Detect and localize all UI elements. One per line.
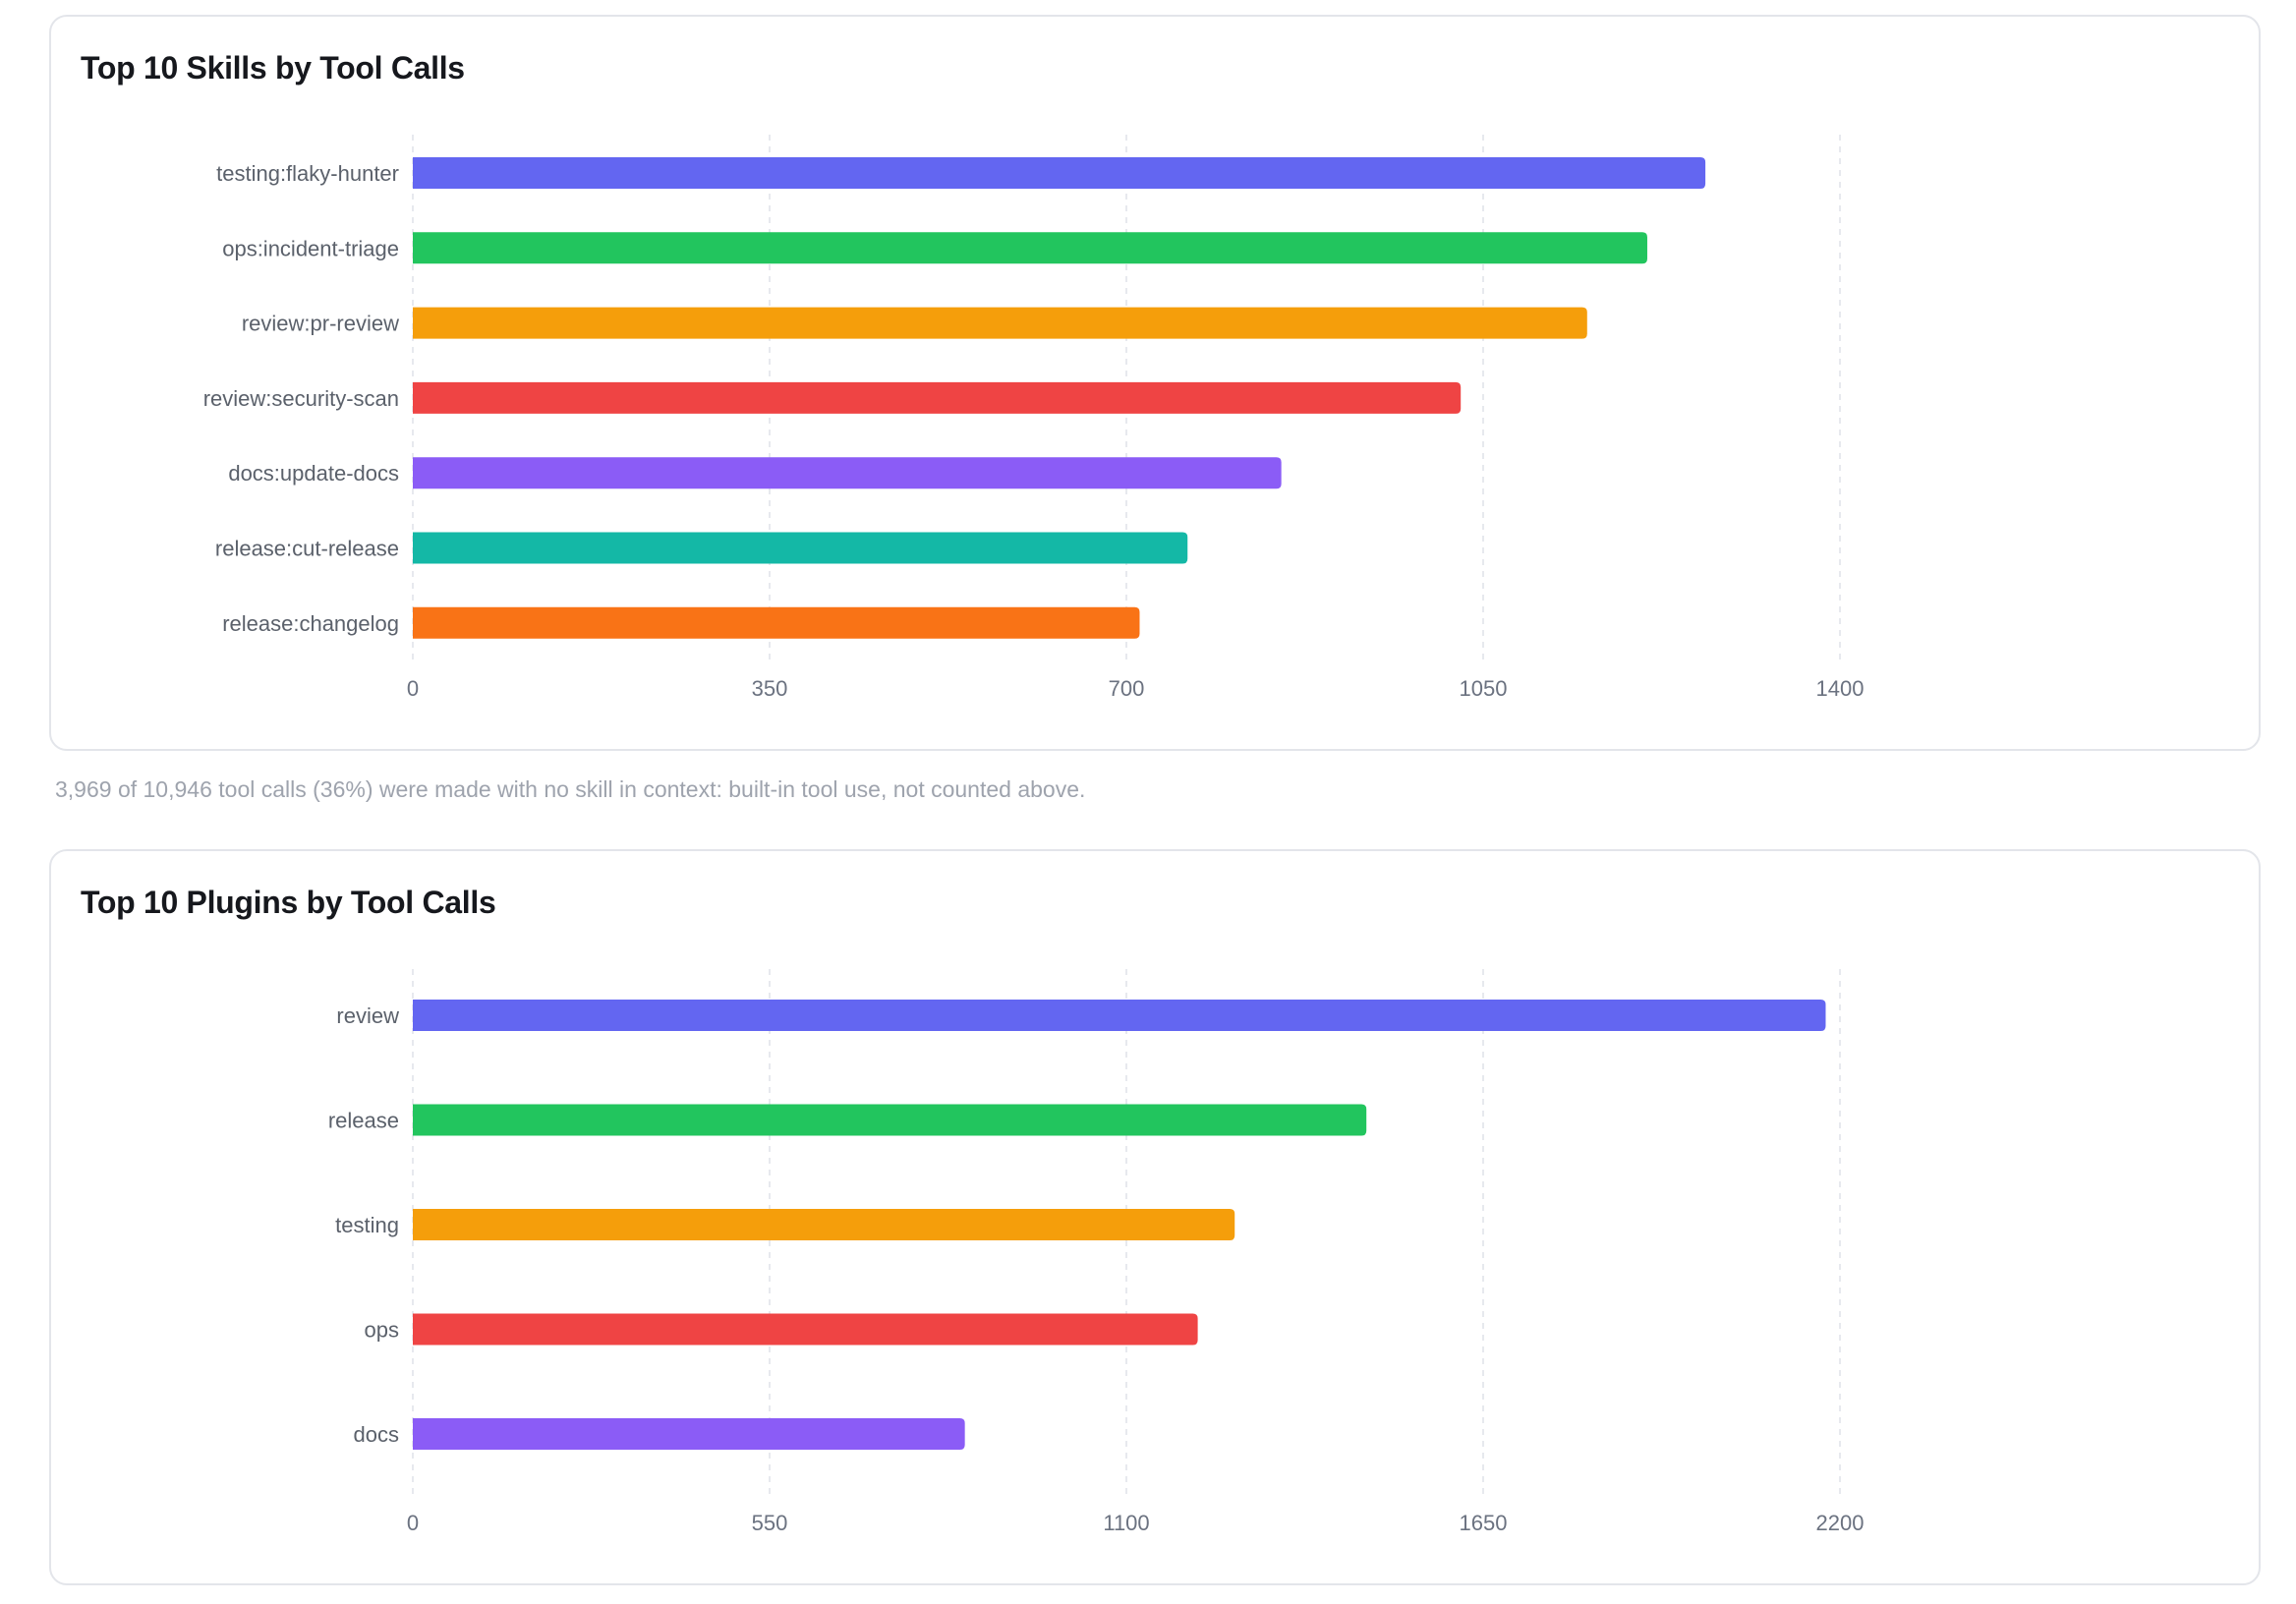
plugins-category-label: ops <box>365 1318 399 1343</box>
plugins-bar[interactable] <box>413 1313 1198 1346</box>
skills-x-tick-label: 350 <box>752 676 788 701</box>
skills-chart-title: Top 10 Skills by Tool Calls <box>81 50 465 86</box>
plugins-bar[interactable] <box>413 1209 1235 1240</box>
plugins-chart-title: Top 10 Plugins by Tool Calls <box>81 885 496 920</box>
skills-bar[interactable] <box>413 307 1587 339</box>
plugins-x-tick-label: 2200 <box>1816 1511 1865 1535</box>
plugins-bar-chart: 0 550 1100 1650 2200 review release testing ops d… <box>328 969 1865 1535</box>
plugins-bar[interactable] <box>413 1000 1826 1031</box>
plugins-category-label: review <box>336 1003 399 1028</box>
plugins-x-tick-label: 550 <box>752 1511 788 1535</box>
no-skill-footnote: 3,969 of 10,946 tool calls (36%) were ma… <box>55 776 1086 802</box>
skills-bar-chart: 0 350 700 1050 1400 testing:flaky-hunter ops:i… <box>203 135 1865 701</box>
skills-bar[interactable] <box>413 606 1140 639</box>
plugins-x-tick-label: 0 <box>407 1511 419 1535</box>
skills-bar[interactable] <box>413 381 1462 414</box>
plugins-category-label: release <box>328 1109 399 1133</box>
skills-category-label: docs:update-docs <box>228 461 399 486</box>
plugins-x-tick-label: 1100 <box>1103 1511 1149 1535</box>
skills-x-tick-label: 1400 <box>1816 676 1865 701</box>
plugins-bar[interactable] <box>413 1104 1367 1136</box>
skills-bar[interactable] <box>413 457 1282 489</box>
skills-category-label: ops:incident-triage <box>222 236 399 260</box>
plugins-x-tick-label: 1650 <box>1460 1511 1508 1535</box>
skills-category-label: release:cut-release <box>215 537 399 561</box>
plugins-category-label: testing <box>335 1213 399 1237</box>
skills-x-tick-label: 700 <box>1109 676 1145 701</box>
plugins-chart-card: Top 10 Plugins by Tool Calls 0 550 1100 165… <box>49 849 2261 1585</box>
skills-category-label: review:security-scan <box>203 386 399 411</box>
skills-chart-card: Top 10 Skills by Tool Calls 0 350 700 1050 1… <box>49 15 2261 751</box>
plugins-bar[interactable] <box>413 1418 965 1450</box>
skills-category-label: review:pr-review <box>242 312 399 336</box>
plugins-category-label: docs <box>354 1422 399 1447</box>
skills-x-tick-label: 0 <box>407 676 419 701</box>
skills-x-tick-label: 1050 <box>1460 676 1508 701</box>
skills-bar[interactable] <box>413 232 1647 264</box>
skills-category-label: testing:flaky-hunter <box>216 161 399 186</box>
skills-bar[interactable] <box>413 157 1706 189</box>
skills-category-label: release:changelog <box>222 611 399 636</box>
skills-bar[interactable] <box>413 532 1188 564</box>
